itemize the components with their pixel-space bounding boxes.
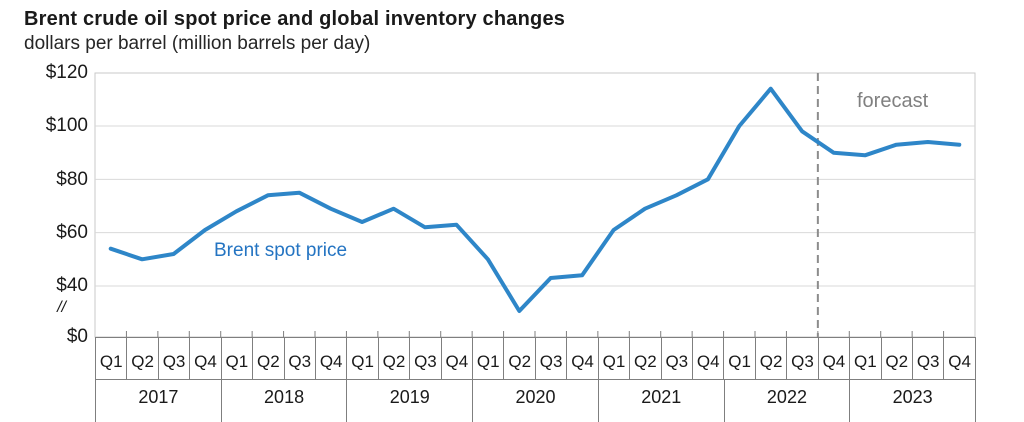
year-label: 2020 bbox=[473, 380, 599, 422]
quarter-label: Q3 bbox=[159, 338, 191, 379]
quarter-label: Q2 bbox=[379, 338, 411, 379]
quarter-label: Q2 bbox=[127, 338, 159, 379]
quarter-label: Q2 bbox=[630, 338, 662, 379]
forecast-label: forecast bbox=[857, 90, 929, 112]
quarter-label: Q4 bbox=[316, 338, 348, 379]
quarter-label: Q3 bbox=[285, 338, 316, 379]
quarter-label: Q2 bbox=[504, 338, 536, 379]
quarter-label: Q1 bbox=[96, 338, 128, 379]
year-label: 2023 bbox=[892, 387, 933, 407]
y-tick-label-80: $80 bbox=[56, 169, 88, 190]
year-label: 2021 bbox=[599, 380, 725, 422]
quarter-label: Q1 bbox=[724, 338, 756, 379]
x-axis-year-row: 2017 2018 2019 2020 2021 2022 2023 bbox=[95, 379, 976, 422]
quarter-label: Q3 bbox=[536, 338, 568, 379]
y-tick-label-60: $60 bbox=[56, 222, 88, 243]
quarter-label: Q3 bbox=[410, 338, 442, 379]
quarter-label: Q1 bbox=[222, 338, 254, 379]
quarter-label: Q4 bbox=[190, 338, 222, 379]
axis-break-mark: // bbox=[57, 299, 66, 316]
chart-title: Brent crude oil spot price and global in… bbox=[24, 8, 566, 30]
x-axis-quarter-row: Q1 Q2 Q3 Q4 Q1 Q2 Q3 Q4 Q1 Q2 Q3 Q4 Q1 Q2 Q3 Q4 Q1 Q2 Q3 Q4… bbox=[95, 337, 976, 379]
quarter-label: Q2 bbox=[253, 338, 285, 379]
y-tick-label-120: $120 bbox=[45, 62, 88, 83]
brent-price-line bbox=[108, 86, 962, 313]
year-label: 2019 bbox=[347, 380, 474, 422]
quarter-label: Q3 bbox=[787, 338, 819, 379]
series-label-brent-spot-price: Brent spot price bbox=[214, 240, 348, 261]
quarter-label: Q4 bbox=[948, 352, 971, 371]
quarter-label: Q4 bbox=[819, 338, 851, 379]
quarter-label: Q1 bbox=[473, 338, 505, 379]
quarter-label: Q3 bbox=[662, 338, 694, 379]
quarter-label: Q4 bbox=[567, 338, 599, 379]
y-tick-label-100: $100 bbox=[45, 115, 88, 136]
quarter-label: Q2 bbox=[882, 338, 913, 379]
y-tick-label-40: $40 bbox=[56, 275, 88, 296]
quarter-label: Q4 bbox=[693, 338, 725, 379]
quarter-label: Q1 bbox=[599, 338, 631, 379]
quarter-label: Q1 bbox=[850, 338, 882, 379]
quarter-label: Q3 bbox=[913, 338, 945, 379]
y-tick-label-0: $0 bbox=[66, 326, 88, 347]
quarter-label: Q2 bbox=[756, 338, 788, 379]
quarter-label: Q4 bbox=[442, 338, 474, 379]
year-label: 2018 bbox=[222, 380, 348, 422]
chart-subtitle: dollars per barrel (million barrels per … bbox=[24, 33, 371, 54]
year-label: 2017 bbox=[96, 380, 222, 422]
quarter-label: Q1 bbox=[347, 338, 379, 379]
year-label: 2022 bbox=[725, 380, 851, 422]
